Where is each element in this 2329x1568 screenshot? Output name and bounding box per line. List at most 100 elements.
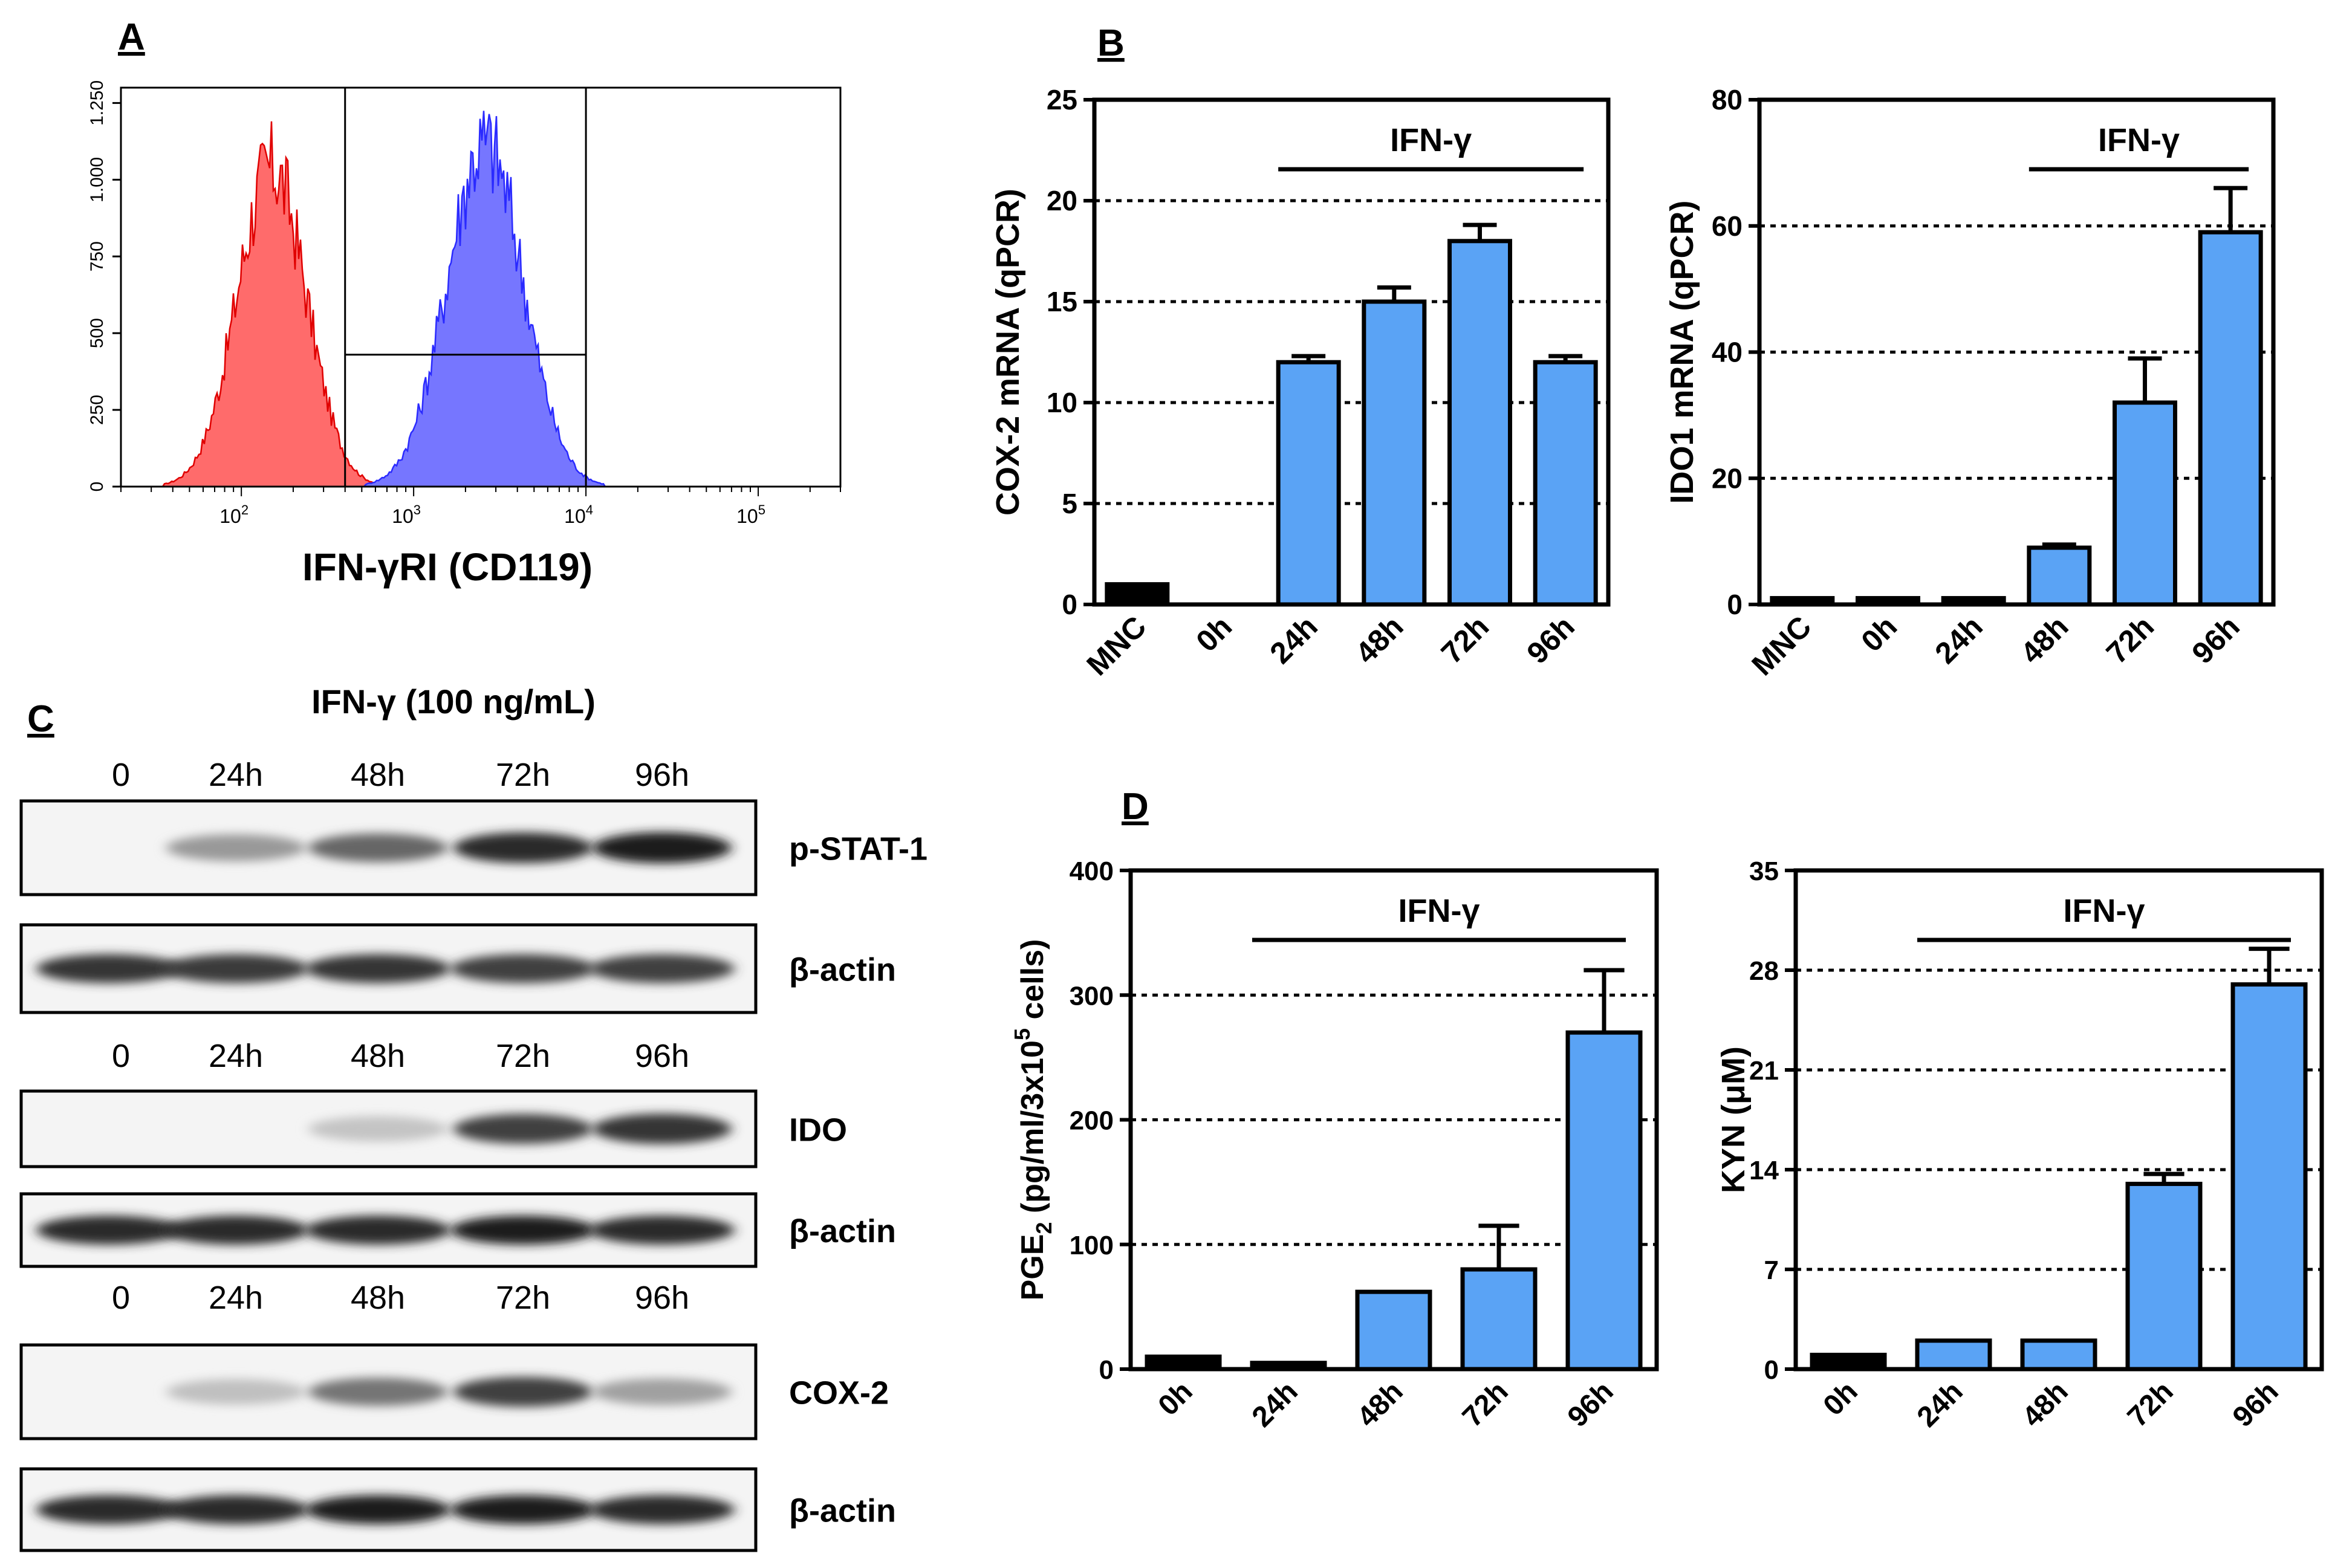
y-tick-label: 20	[1712, 462, 1743, 494]
x-tick-label: MNC	[1080, 609, 1152, 682]
bar-48h	[1362, 299, 1427, 607]
x-tick-label: 72h	[1457, 1375, 1515, 1433]
x-tick-exponent: 2	[241, 502, 248, 517]
protein-band	[163, 954, 308, 983]
bar-24h	[1915, 1338, 1992, 1372]
x-tick-label: 48h	[2014, 609, 2075, 670]
y-tick-label: 10	[1047, 387, 1077, 418]
protein-band	[450, 954, 596, 983]
bar-24h	[1276, 360, 1341, 607]
y-tick-label: 0	[1764, 1355, 1779, 1385]
bar-72h	[1460, 1267, 1538, 1372]
x-tick-label: 24h	[1263, 609, 1324, 670]
bar-48h	[2020, 1338, 2097, 1372]
y-tick-label: 250	[87, 395, 107, 425]
bar-72h	[2113, 400, 2177, 607]
x-tick-exponent: 5	[758, 502, 765, 517]
x-tick-label: 24h	[1911, 1375, 1969, 1433]
lane-label: 0	[112, 757, 130, 793]
y-tick-label: 60	[1712, 210, 1743, 242]
y-tick-label: 200	[1070, 1106, 1114, 1136]
protein-band	[590, 1495, 735, 1524]
x-tick-base: 10	[219, 505, 241, 527]
target-label: IDO	[789, 1112, 847, 1148]
y-tick-label: 0	[1062, 589, 1077, 620]
cox2-mrna-chart: 0 5 10 15 20 25 MNC 0h 24h 48h 72h 96h IFN-γ COX-2 mR…	[990, 84, 1611, 682]
protein-band	[453, 1376, 593, 1407]
y-axis-label: IDO1 mRNA (qPCR)	[1664, 200, 1700, 504]
x-tick-label: 96h	[1562, 1375, 1620, 1433]
y-axis-label-part: PGE	[1015, 1234, 1050, 1301]
y-tick-label: 5	[1062, 488, 1077, 519]
y-tick-label: 25	[1047, 84, 1077, 115]
y-tick-label: 28	[1749, 956, 1779, 986]
bar-MNC	[1105, 582, 1170, 607]
bar-72h	[2125, 1182, 2203, 1372]
protein-band	[36, 1495, 181, 1524]
y-tick-label: 7	[1764, 1255, 1779, 1285]
protein-band	[593, 1378, 732, 1405]
bar-72h	[1447, 239, 1512, 607]
x-tick-label: MNC	[1745, 609, 1817, 682]
lane-label: 48h	[351, 1280, 405, 1316]
x-tick-label: 72h	[1435, 609, 1496, 670]
bar-96h	[2230, 982, 2308, 1372]
panel-label-a: A	[118, 16, 145, 58]
protein-band	[36, 1216, 181, 1245]
y-tick-label: 750	[87, 241, 107, 271]
x-tick-label: 96h	[2185, 609, 2246, 670]
x-tick-label: 96h	[2227, 1375, 2285, 1433]
x-tick-label: 24h	[1246, 1375, 1304, 1433]
y-tick-label: 100	[1070, 1231, 1114, 1260]
protein-band	[36, 954, 181, 983]
lane-label: 96h	[635, 757, 689, 793]
western-blot-panel: IFN-γ (100 ng/mL) 0 24h 48h 72h 96h p-STAT-1 β…	[19, 682, 927, 1552]
lane-label: 24h	[209, 1038, 263, 1074]
x-tick-label: 48h	[1349, 609, 1410, 670]
y-tick-label: 0	[1099, 1355, 1114, 1385]
protein-band	[305, 1495, 450, 1524]
y-axis-label-part: 5	[1010, 1028, 1035, 1040]
ido1-mrna-chart: 0 20 40 60 80 MNC 0h 24h 48h 72h 96h IFN-γ IDO1 mRNA…	[1664, 84, 2276, 682]
kyn-chart: 0 7 14 21 28 35 0h 24h 48h 72h 96h IFN-γ KYN (μM)	[1715, 857, 2324, 1433]
y-tick-label: 15	[1047, 286, 1077, 317]
pge2-chart: 0 100 200 300 400 0h 24h 48h 72h 96h IFN-γ PGE2 (pg…	[1010, 857, 1659, 1433]
x-tick-exponent: 3	[414, 502, 421, 517]
loading-control-label: β-actin	[789, 952, 896, 988]
panel-label-d: D	[1122, 786, 1149, 828]
ifn-gamma-label: IFN-γ	[2098, 122, 2180, 158]
western-title: IFN-γ (100 ng/mL)	[311, 682, 596, 721]
x-tick-exponent: 4	[586, 502, 593, 517]
x-tick-base: 10	[392, 505, 414, 527]
x-tick-label: 0h	[1817, 1375, 1864, 1422]
lane-label: 24h	[209, 1280, 263, 1316]
y-tick-label: 1.000	[87, 157, 107, 202]
lane-label: 48h	[351, 757, 405, 793]
y-tick-label: 35	[1749, 857, 1779, 886]
bar-48h	[1355, 1289, 1432, 1372]
protein-band	[453, 832, 593, 863]
x-tick-label: 105	[736, 502, 765, 527]
protein-band	[453, 1113, 593, 1144]
protein-band	[308, 833, 447, 863]
x-tick-label: 0h	[1854, 609, 1903, 658]
ifn-gamma-label: IFN-γ	[1390, 122, 1472, 158]
lane-label: 0	[112, 1280, 130, 1316]
x-tick-label: 72h	[2100, 609, 2161, 670]
protein-band	[308, 1116, 447, 1142]
panel-label-c: C	[27, 698, 54, 740]
y-axis-label-part: (pg/ml/3x10	[1015, 1040, 1050, 1222]
lane-label: 24h	[209, 757, 263, 793]
y-axis-label: KYN (μM)	[1715, 1046, 1752, 1193]
y-tick-label: 500	[87, 318, 107, 348]
protein-band	[305, 954, 450, 983]
ifn-gamma-label: IFN-γ	[1398, 893, 1480, 929]
x-tick-label: 24h	[1928, 609, 1989, 670]
lane-label: 96h	[635, 1038, 689, 1074]
x-tick-label: 48h	[1351, 1375, 1409, 1433]
target-label: COX-2	[789, 1375, 889, 1411]
bar-0h	[1810, 1352, 1887, 1372]
x-tick-base: 10	[564, 505, 586, 527]
plot-frame	[1793, 868, 2324, 1372]
